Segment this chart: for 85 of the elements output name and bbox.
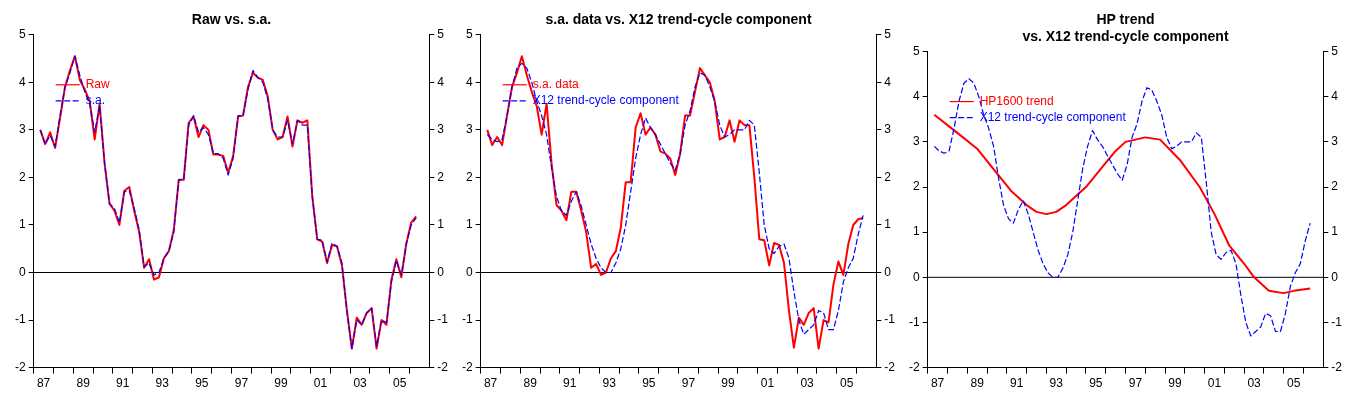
x-tick-label: 05 (839, 376, 854, 391)
y-tick-label: 5 (18, 27, 26, 42)
y2-tick-label: 2 (1331, 179, 1339, 194)
y2-tick-label: 1 (884, 217, 892, 232)
x-tick-label: 97 (1128, 376, 1143, 391)
x-tick-label: 93 (1049, 376, 1064, 391)
y2-tick-label: 5 (884, 27, 892, 42)
y2-tick-label: 1 (437, 217, 445, 232)
y2-tick-label: 3 (437, 122, 445, 137)
legend-label: s.a. data (532, 77, 580, 92)
x-tick-label: 01 (760, 376, 775, 391)
x-tick-label: 87 (483, 376, 498, 391)
y-tick-label: 2 (18, 169, 26, 184)
y-tick-label: 4 (18, 74, 26, 89)
y2-tick-label: -1 (1331, 314, 1343, 329)
x-tick-label: 87 (930, 376, 945, 391)
y2-tick-label: 4 (884, 74, 892, 89)
x-tick-label: 89 (523, 376, 538, 391)
y-tick-label: 3 (18, 122, 26, 137)
y2-tick-label: 3 (884, 122, 892, 137)
y2-tick-label: 5 (437, 27, 445, 42)
y2-tick-label: -1 (884, 312, 896, 327)
x-tick-label: 01 (1207, 376, 1222, 391)
y2-tick-label: -2 (437, 359, 449, 374)
y-tick-label: -2 (462, 359, 473, 374)
y-tick-label: -1 (462, 312, 473, 327)
x-tick-label: 95 (195, 376, 209, 391)
y-tick-label: 1 (465, 217, 473, 232)
x-tick-label: 05 (392, 376, 407, 391)
y2-tick-label: -1 (437, 312, 449, 327)
x-tick-label: 91 (116, 376, 130, 391)
x-tick-label: 99 (721, 376, 735, 391)
y-tick-label: 1 (912, 224, 920, 239)
y-tick-label: 2 (465, 169, 473, 184)
y-tick-label: 1 (18, 217, 26, 232)
y-tick-label: 5 (465, 27, 473, 42)
y-tick-label: -1 (909, 314, 920, 329)
chart-title: s.a. data vs. X12 trend-cycle component (545, 11, 812, 28)
y2-tick-label: 3 (1331, 134, 1339, 149)
y-tick-label: -2 (15, 359, 26, 374)
y2-tick-label: 4 (437, 74, 445, 89)
x-tick-label: 93 (602, 376, 617, 391)
y2-tick-label: -2 (1331, 359, 1343, 374)
y2-tick-label: 2 (437, 169, 445, 184)
legend-label: HP1600 trend (979, 93, 1054, 108)
y2-tick-label: 4 (1331, 89, 1339, 104)
y-tick-label: 0 (465, 264, 473, 279)
x-tick-label: 87 (36, 376, 51, 391)
y-tick-label: 3 (465, 122, 473, 137)
x-tick-label: 03 (353, 376, 368, 391)
y-tick-label: 3 (912, 134, 920, 149)
x-tick-label: 95 (642, 376, 656, 391)
chart-title: Raw vs. s.a. (191, 11, 272, 28)
chart-title: HP trend vs. X12 trend-cycle component (1022, 11, 1229, 45)
x-tick-label: 91 (1010, 376, 1024, 391)
y2-tick-label: -2 (884, 359, 896, 374)
legend-label: X12 trend-cycle component (979, 109, 1127, 124)
x-tick-label: 97 (234, 376, 249, 391)
y2-tick-label: 2 (884, 169, 892, 184)
x-tick-label: 89 (970, 376, 985, 391)
y2-tick-label: 0 (1331, 269, 1339, 284)
x-tick-label: 03 (1247, 376, 1262, 391)
x-tick-label: 05 (1286, 376, 1301, 391)
x-tick-label: 97 (681, 376, 696, 391)
x-tick-label: 99 (1168, 376, 1182, 391)
y-tick-label: -2 (909, 359, 920, 374)
x-tick-label: 03 (800, 376, 815, 391)
y-tick-label: 0 (912, 269, 920, 284)
y-tick-label: 4 (912, 89, 920, 104)
x-tick-label: 95 (1089, 376, 1103, 391)
y-tick-label: 5 (912, 43, 920, 58)
y-tick-label: 4 (465, 74, 473, 89)
y-tick-label: 2 (912, 179, 920, 194)
x-tick-label: 89 (76, 376, 91, 391)
x-tick-label: 93 (155, 376, 170, 391)
y-tick-label: -1 (15, 312, 26, 327)
x-tick-label: 91 (563, 376, 577, 391)
y2-tick-label: 5 (1331, 43, 1339, 58)
x-tick-label: 99 (274, 376, 288, 391)
y-tick-label: 0 (18, 264, 26, 279)
legend-label: Raw (85, 77, 111, 92)
y2-tick-label: 0 (884, 264, 892, 279)
y2-tick-label: 1 (1331, 224, 1339, 239)
y2-tick-label: 0 (437, 264, 445, 279)
x-tick-label: 01 (313, 376, 328, 391)
